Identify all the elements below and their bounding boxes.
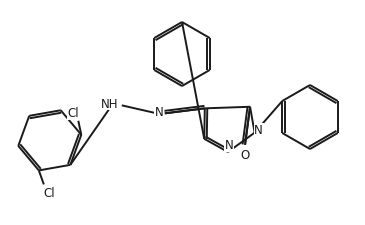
Text: N: N <box>224 139 233 152</box>
Text: N: N <box>154 105 163 118</box>
Text: N: N <box>254 124 263 137</box>
Text: Cl: Cl <box>43 186 55 199</box>
Text: NH: NH <box>101 97 119 110</box>
Text: O: O <box>241 148 250 162</box>
Text: Cl: Cl <box>68 107 79 120</box>
